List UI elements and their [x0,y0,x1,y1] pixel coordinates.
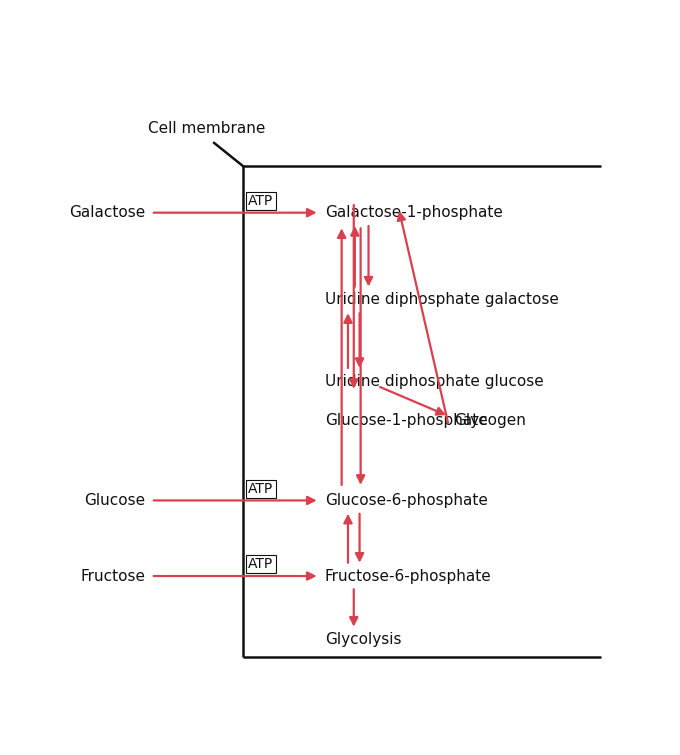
Text: Fructose-6-phosphate: Fructose-6-phosphate [325,569,492,584]
Text: Fructose: Fructose [81,569,146,584]
Text: ATP: ATP [248,482,273,496]
Text: Glycogen: Glycogen [454,413,526,428]
Text: ATP: ATP [248,194,273,208]
Text: ATP: ATP [248,557,273,572]
Text: Galactose: Galactose [69,205,146,220]
Text: Cell membrane: Cell membrane [148,121,265,136]
Text: Glucose: Glucose [84,493,146,508]
Text: Uridine diphosphate galactose: Uridine diphosphate galactose [325,292,559,307]
Text: Glycolysis: Glycolysis [325,633,401,648]
Text: Galactose-1-phosphate: Galactose-1-phosphate [325,205,503,220]
Text: Glucose-6-phosphate: Glucose-6-phosphate [325,493,488,508]
Text: Glucose-1-phosphate: Glucose-1-phosphate [325,413,488,428]
Text: Uridine diphosphate glucose: Uridine diphosphate glucose [325,374,543,389]
